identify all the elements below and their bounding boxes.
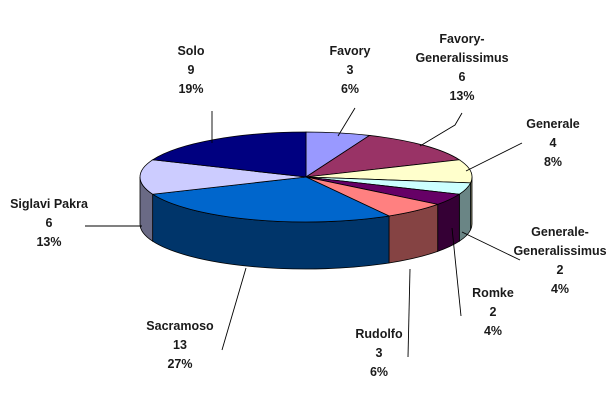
pie-top [139,131,473,223]
pie-sides [139,176,473,270]
data-label-favory-generalissimus: Favory-Generalissimus 6 13% [415,32,508,103]
slice-sacramoso [151,176,391,223]
data-label-rudolfo: Rudolfo 3 6% [355,327,403,379]
leader-rudolfo [407,268,411,358]
slice-siglavi-pakra [139,159,307,195]
leader-lines [85,107,523,358]
slice-generale [305,159,473,184]
data-label-sacramoso: Sacramoso 13 27% [146,319,214,371]
leader-romke [451,227,462,317]
leader-generale [465,142,523,172]
data-label-generale: Generale 4 8% [526,117,580,169]
data-label-siglavi-pakra: Siglavi Pakra 6 13% [10,197,89,249]
data-label-generale-generalissimus: Generale-Generalissimus 2 4% [513,225,606,296]
data-label-romke: Romke 2 4% [472,286,514,338]
leader-sacramoso [221,267,247,351]
slice-solo [151,131,307,178]
data-label-solo: Solo 9 19% [177,44,204,96]
leader-generale-generalissimus [461,231,521,261]
data-label-favory: Favory 3 6% [330,44,371,96]
data-labels: Favory 3 6% Favory-Generalissimus 6 13% Genera… [10,32,607,379]
leader-favory-generalissimus [419,112,463,147]
leader-favory [337,107,356,137]
